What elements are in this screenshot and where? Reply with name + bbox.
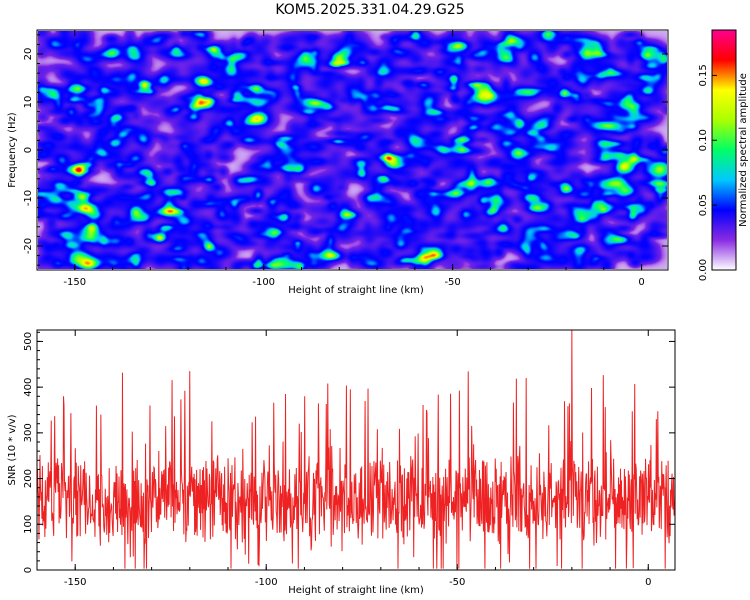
snr-panel: -150 -100 -50 0 0 100 200 300 400 500 Height of s… xyxy=(7,329,676,596)
spectrogram-ylabel: Frequency (Hz) xyxy=(7,112,18,188)
chart-title: KOM5.2025.331.04.29.G25 xyxy=(275,2,464,18)
colorbar-tick-label: 0.10 xyxy=(698,129,709,151)
snr-frame xyxy=(36,329,676,571)
spectrogram-ytick-label: -20 xyxy=(23,238,34,254)
snr-xtick-label: -100 xyxy=(255,577,278,588)
snr-xtick-label: -50 xyxy=(449,577,465,588)
colorbar-frame xyxy=(711,29,737,271)
snr-ytick-label: 500 xyxy=(23,332,34,351)
snr-axes: -150 -100 -50 0 0 100 200 300 400 500 xyxy=(23,330,675,588)
spectrogram-xtick-label: -50 xyxy=(444,277,460,288)
colorbar-tick-label: 0.00 xyxy=(698,259,709,281)
colorbar: 0.00 0.05 0.10 0.15 Normalized spectral amp… xyxy=(698,29,749,281)
snr-ytick-label: 300 xyxy=(23,423,34,442)
snr-ytick-label: 200 xyxy=(23,469,34,488)
spectrogram-ytick-label: 0 xyxy=(23,147,34,153)
spectrogram-heatmap xyxy=(38,31,667,269)
spectrogram-xlabel: Height of straight line (km) xyxy=(288,285,424,296)
spectrogram-xtick-label: -100 xyxy=(252,277,275,288)
spectrogram-xtick-label: 0 xyxy=(638,277,644,288)
spectrogram-ytick-label: -10 xyxy=(23,190,34,206)
spectrogram-xtick-label: -150 xyxy=(63,277,86,288)
colorbar-label: Normalized spectral amplitude xyxy=(738,73,749,227)
colorbar-gradient xyxy=(712,30,736,270)
spectrogram-ytick-label: 10 xyxy=(23,96,34,109)
colorbar-ticks: 0.00 0.05 0.10 0.15 xyxy=(698,64,717,281)
snr-series-line xyxy=(37,330,675,569)
snr-ytick-label: 400 xyxy=(23,378,34,397)
colorbar-tick-label: 0.15 xyxy=(698,64,709,86)
snr-ytick-label: 100 xyxy=(23,515,34,534)
snr-ylabel: SNR (10 * v/v) xyxy=(7,414,18,485)
spectrogram-ytick-label: 20 xyxy=(23,48,34,61)
snr-xtick-label: -150 xyxy=(64,577,87,588)
snr-ytick-label: 0 xyxy=(23,567,34,573)
colorbar-tick-label: 0.05 xyxy=(698,194,709,216)
snr-xtick-label: 0 xyxy=(645,577,651,588)
snr-xlabel: Height of straight line (km) xyxy=(288,585,424,596)
